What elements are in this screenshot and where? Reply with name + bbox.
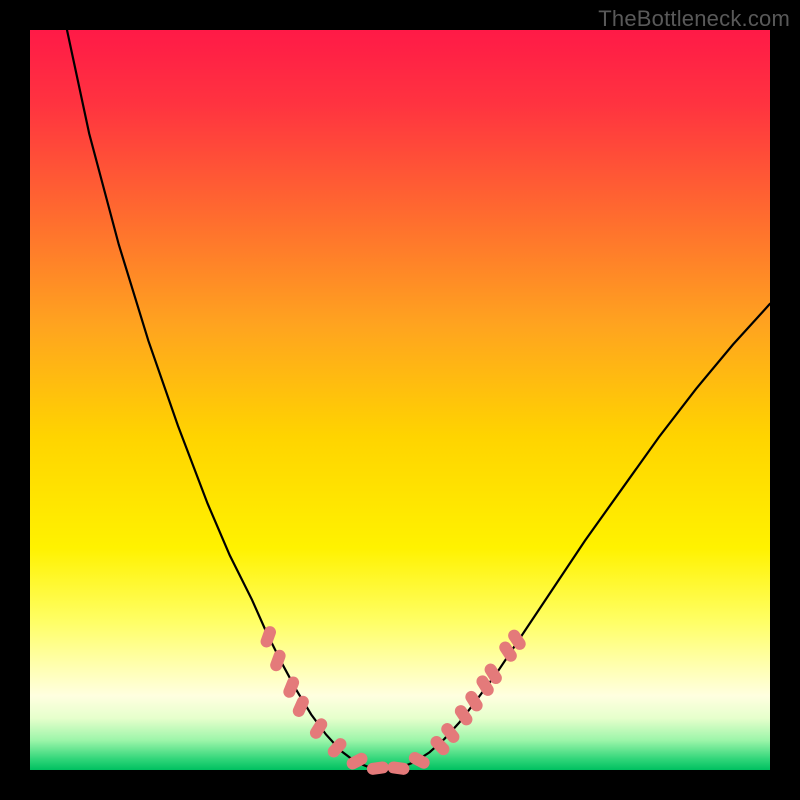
attribution-label: TheBottleneck.com [598,6,790,32]
bottleneck-chart [0,0,800,800]
chart-container: TheBottleneck.com [0,0,800,800]
plot-area [30,30,770,770]
